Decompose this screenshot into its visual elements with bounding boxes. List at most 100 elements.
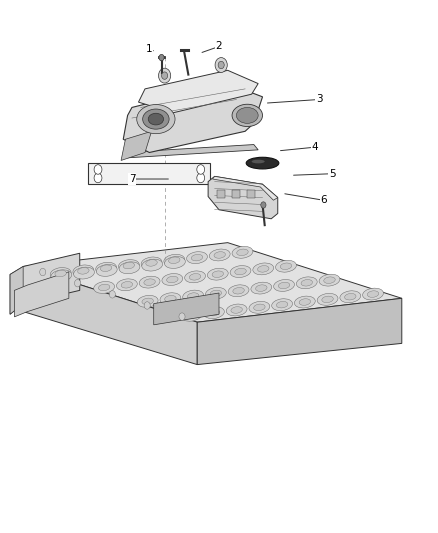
- Ellipse shape: [301, 279, 312, 286]
- Polygon shape: [154, 293, 219, 325]
- Ellipse shape: [119, 262, 140, 274]
- Text: 1: 1: [146, 44, 153, 54]
- Ellipse shape: [204, 306, 224, 319]
- Polygon shape: [88, 163, 210, 184]
- Ellipse shape: [340, 291, 361, 303]
- Ellipse shape: [228, 285, 249, 297]
- FancyBboxPatch shape: [232, 190, 240, 198]
- Polygon shape: [138, 70, 258, 113]
- Ellipse shape: [165, 256, 185, 269]
- Ellipse shape: [232, 104, 262, 126]
- Circle shape: [197, 165, 205, 174]
- Ellipse shape: [324, 277, 335, 284]
- Ellipse shape: [253, 263, 274, 275]
- Circle shape: [110, 290, 116, 298]
- Ellipse shape: [237, 108, 258, 123]
- Ellipse shape: [299, 299, 311, 305]
- Polygon shape: [23, 243, 402, 322]
- Circle shape: [197, 173, 205, 183]
- Ellipse shape: [166, 276, 178, 282]
- Text: 4: 4: [311, 142, 318, 152]
- Ellipse shape: [345, 294, 356, 300]
- Text: 6: 6: [320, 195, 327, 205]
- Text: 2: 2: [215, 42, 223, 52]
- Polygon shape: [197, 298, 402, 365]
- Ellipse shape: [74, 267, 95, 279]
- Ellipse shape: [142, 259, 162, 271]
- Ellipse shape: [160, 293, 181, 305]
- Ellipse shape: [96, 264, 117, 276]
- Polygon shape: [212, 176, 278, 200]
- Ellipse shape: [317, 294, 338, 305]
- Polygon shape: [121, 131, 152, 160]
- Ellipse shape: [187, 252, 208, 263]
- Ellipse shape: [169, 257, 180, 263]
- Ellipse shape: [100, 265, 112, 271]
- Ellipse shape: [142, 298, 153, 305]
- Circle shape: [94, 165, 102, 174]
- Polygon shape: [10, 253, 80, 314]
- Ellipse shape: [141, 257, 162, 269]
- Ellipse shape: [51, 270, 72, 281]
- Ellipse shape: [185, 271, 205, 283]
- Ellipse shape: [256, 285, 267, 292]
- Ellipse shape: [209, 249, 230, 261]
- Circle shape: [159, 54, 164, 61]
- Circle shape: [40, 268, 46, 276]
- Ellipse shape: [276, 302, 288, 308]
- Ellipse shape: [233, 287, 244, 294]
- Circle shape: [94, 173, 102, 183]
- Ellipse shape: [183, 290, 204, 302]
- Circle shape: [74, 279, 81, 287]
- Ellipse shape: [123, 262, 134, 269]
- Ellipse shape: [148, 114, 163, 125]
- Polygon shape: [10, 266, 23, 314]
- Ellipse shape: [254, 304, 265, 311]
- Ellipse shape: [252, 160, 265, 164]
- FancyBboxPatch shape: [217, 190, 225, 198]
- Ellipse shape: [137, 295, 158, 308]
- Ellipse shape: [143, 109, 169, 129]
- Ellipse shape: [274, 279, 294, 292]
- Ellipse shape: [118, 260, 139, 271]
- Ellipse shape: [272, 298, 293, 311]
- Ellipse shape: [95, 262, 117, 274]
- Circle shape: [144, 302, 150, 309]
- Ellipse shape: [117, 279, 137, 290]
- Polygon shape: [208, 176, 278, 219]
- Circle shape: [215, 58, 227, 72]
- Ellipse shape: [189, 273, 201, 280]
- Circle shape: [218, 61, 224, 69]
- Text: 3: 3: [316, 94, 322, 104]
- Ellipse shape: [207, 268, 228, 280]
- Ellipse shape: [78, 268, 89, 274]
- Ellipse shape: [121, 281, 133, 288]
- Ellipse shape: [276, 260, 297, 272]
- Ellipse shape: [249, 301, 270, 313]
- Ellipse shape: [164, 254, 185, 266]
- Text: 7: 7: [129, 174, 135, 184]
- Ellipse shape: [246, 157, 279, 169]
- Ellipse shape: [185, 312, 197, 319]
- Ellipse shape: [205, 287, 226, 300]
- Ellipse shape: [187, 293, 199, 300]
- Ellipse shape: [144, 279, 155, 285]
- Ellipse shape: [278, 282, 290, 289]
- Ellipse shape: [294, 296, 315, 308]
- Ellipse shape: [55, 270, 66, 277]
- Ellipse shape: [226, 304, 247, 316]
- Ellipse shape: [208, 309, 219, 316]
- Ellipse shape: [297, 277, 317, 289]
- Ellipse shape: [191, 254, 203, 261]
- Ellipse shape: [363, 288, 383, 300]
- Ellipse shape: [251, 282, 272, 294]
- FancyBboxPatch shape: [247, 190, 255, 198]
- Ellipse shape: [367, 291, 379, 297]
- Ellipse shape: [181, 309, 201, 321]
- Text: 5: 5: [329, 169, 336, 179]
- Ellipse shape: [99, 284, 110, 290]
- Ellipse shape: [162, 273, 183, 286]
- Circle shape: [162, 72, 168, 79]
- Polygon shape: [123, 84, 262, 152]
- Circle shape: [179, 313, 185, 320]
